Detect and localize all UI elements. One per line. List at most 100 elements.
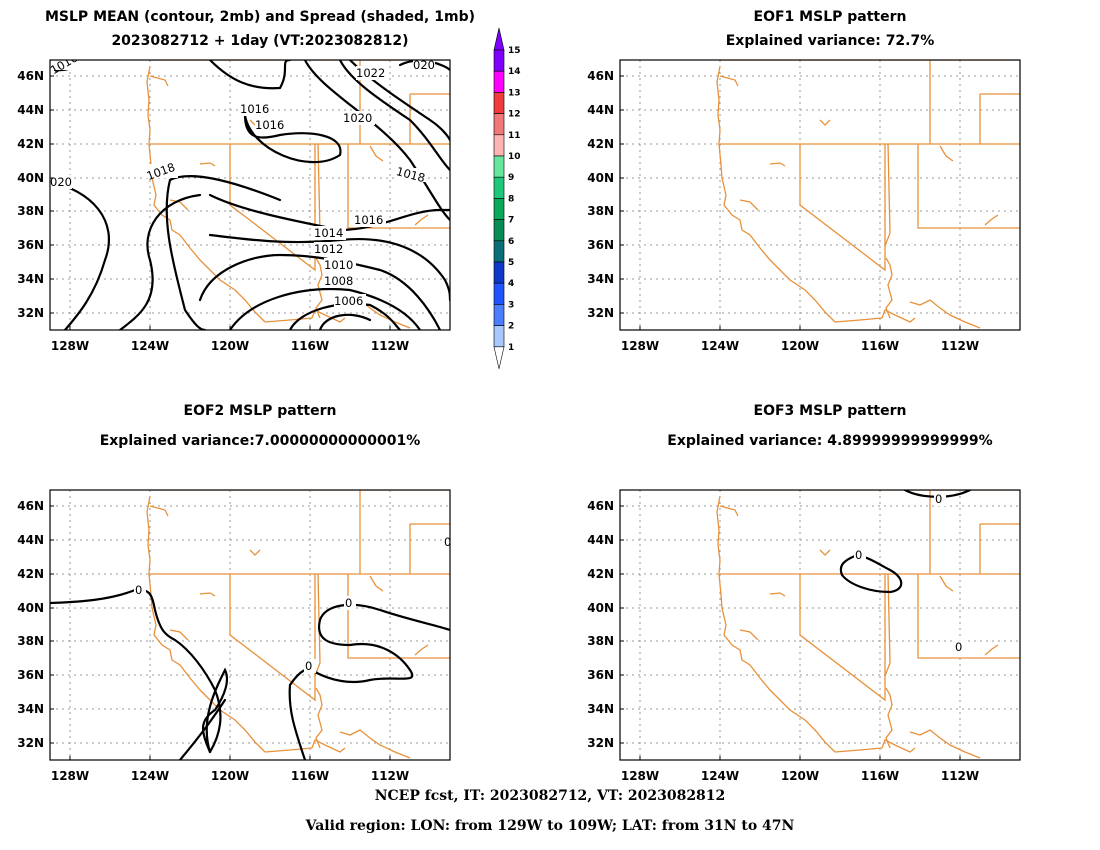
lon-tick-label: 112W	[941, 769, 979, 783]
lat-tick-label: 32N	[587, 306, 614, 320]
eof2-label: 0	[135, 583, 142, 597]
mean-label: 020	[413, 58, 435, 72]
lat-tick-label: 44N	[17, 533, 44, 547]
lat-tick-label: 34N	[17, 702, 44, 716]
lat-tick-label: 34N	[587, 272, 614, 286]
colorbar-swatch	[493, 134, 505, 157]
lon-tick-label: 116W	[861, 769, 899, 783]
colorbar-swatch	[493, 176, 505, 199]
eof3-label: 0	[935, 492, 942, 506]
lat-tick-label: 40N	[587, 171, 614, 185]
eof3-label: 0	[855, 548, 862, 562]
lat-tick-label: 42N	[17, 137, 44, 151]
panel2-title: EOF1 MSLP pattern	[753, 9, 907, 25]
lat-tick-label: 40N	[17, 171, 44, 185]
lon-tick-label: 116W	[291, 769, 329, 783]
lat-tick-label: 46N	[17, 69, 44, 83]
lon-tick-label: 128W	[621, 769, 659, 783]
colorbar-swatch	[493, 282, 505, 305]
colorbar-label: 12	[508, 110, 521, 120]
panel3-map: 0 0 0 0	[49, 489, 451, 761]
lat-tick-label: 42N	[17, 567, 44, 581]
lat-tick-label: 46N	[17, 499, 44, 513]
mean-label: 1018	[395, 164, 427, 185]
lat-tick-label: 44N	[587, 533, 614, 547]
mean-label: 1016	[255, 118, 284, 132]
lon-tick-label: 116W	[291, 339, 329, 353]
lon-tick-label: 124W	[701, 769, 739, 783]
lat-tick-label: 40N	[17, 601, 44, 615]
colorbar-label: 13	[508, 88, 521, 98]
lon-tick-label: 128W	[51, 339, 89, 353]
lon-tick-label: 124W	[131, 339, 169, 353]
colorbar-swatch	[493, 261, 505, 284]
mean-label: 020	[50, 175, 72, 189]
mean-label: 1016	[48, 50, 80, 77]
lat-tick-label: 32N	[17, 736, 44, 750]
lat-tick-label: 44N	[587, 103, 614, 117]
colorbar-swatch	[493, 198, 505, 220]
mean-label: 1012	[314, 242, 343, 256]
lon-tick-label: 120W	[211, 769, 249, 783]
lat-tick-label: 42N	[587, 137, 614, 151]
lat-tick-label: 38N	[17, 204, 44, 218]
colorbar-swatch	[493, 113, 505, 136]
mean-label: 1020	[343, 111, 372, 125]
lon-tick-label: 112W	[371, 769, 409, 783]
colorbar-swatch	[493, 304, 505, 326]
lat-tick-label: 36N	[17, 668, 44, 682]
eof3-label: 0	[955, 640, 962, 654]
panel2-subtitle: Explained variance: 72.7%	[725, 33, 935, 49]
colorbar-label: 11	[508, 131, 521, 141]
mean-label: 1016	[354, 213, 383, 227]
mean-label: 1016	[240, 102, 269, 116]
lon-tick-label: 124W	[131, 769, 169, 783]
lon-tick-label: 128W	[621, 339, 659, 353]
lat-tick-label: 38N	[17, 634, 44, 648]
panel4-title: EOF3 MSLP pattern	[753, 403, 907, 419]
colorbar-swatch	[493, 240, 505, 263]
colorbar-label: 1	[508, 343, 514, 353]
colorbar-label: 5	[508, 258, 514, 268]
mean-label: 1014	[314, 226, 343, 240]
lat-tick-label: 36N	[587, 668, 614, 682]
colorbar-label: 8	[508, 194, 514, 204]
lat-tick-label: 42N	[587, 567, 614, 581]
colorbar-swatch	[493, 92, 505, 114]
lon-tick-label: 124W	[701, 339, 739, 353]
panel4-map: 0 0 0	[619, 489, 1021, 761]
lat-tick-label: 36N	[587, 238, 614, 252]
mean-label: 1006	[334, 294, 363, 308]
panel3-subtitle: Explained variance:7.00000000000001%	[99, 433, 421, 449]
lat-tick-label: 40N	[587, 601, 614, 615]
lat-tick-label: 46N	[587, 499, 614, 513]
colorbar-label: 4	[508, 279, 514, 289]
colorbar-swatch	[493, 49, 505, 72]
colorbar-label: 6	[508, 237, 514, 247]
lat-tick-label: 38N	[587, 634, 614, 648]
lat-tick-label: 36N	[17, 238, 44, 252]
lat-tick-label: 32N	[17, 306, 44, 320]
lat-tick-label: 38N	[587, 204, 614, 218]
lat-tick-label: 34N	[587, 702, 614, 716]
mean-label: 1008	[324, 274, 353, 288]
panel1-map: 1016 1016 1022 1020 020 020 1018 1018 10…	[48, 50, 451, 331]
colorbar-label: 14	[508, 67, 521, 77]
lon-tick-label: 120W	[781, 769, 819, 783]
panel3-title: EOF2 MSLP pattern	[183, 403, 337, 419]
panel1-title: MSLP MEAN (contour, 2mb) and Spread (sha…	[45, 9, 475, 25]
eof2-label: 0	[444, 535, 451, 549]
colorbar-label: 10	[508, 152, 521, 162]
panel4-subtitle: Explained variance: 4.89999999999999%	[667, 433, 993, 449]
panel2-map	[619, 59, 1021, 331]
eof2-label: 0	[345, 596, 352, 610]
lat-tick-label: 46N	[587, 69, 614, 83]
lon-tick-label: 120W	[211, 339, 249, 353]
footer-line1: NCEP fcst, IT: 2023082712, VT: 202308281…	[374, 788, 726, 804]
colorbar-top-arrow	[493, 27, 505, 51]
colorbar-label: 3	[508, 300, 514, 310]
lat-tick-label: 32N	[587, 736, 614, 750]
colorbar-swatch	[493, 325, 505, 348]
